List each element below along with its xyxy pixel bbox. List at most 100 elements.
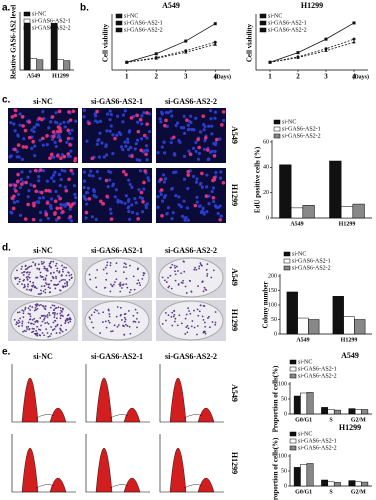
bar — [343, 316, 355, 335]
y-tick-label: 50 — [271, 317, 277, 323]
nucleus — [38, 210, 43, 215]
y-tick-label: 0 — [284, 411, 287, 417]
edu-cell — [64, 189, 69, 193]
legend-label: si-NC — [292, 251, 306, 257]
plate — [158, 300, 224, 341]
y-axis-label: Colony number — [262, 282, 270, 329]
colony — [53, 316, 56, 319]
legend-swatch — [289, 445, 297, 451]
colony — [182, 279, 185, 282]
colony — [185, 326, 188, 328]
legend-label: si-GAS6-AS2-2 — [268, 27, 307, 33]
colony — [119, 290, 122, 293]
colony — [175, 265, 178, 268]
colony — [113, 324, 116, 327]
colony — [56, 283, 59, 286]
edu-cell — [160, 213, 164, 218]
colony — [16, 276, 19, 279]
colony — [22, 316, 25, 318]
legend-label: si-NC — [268, 13, 282, 19]
nucleus — [108, 109, 112, 113]
nucleus — [162, 195, 167, 199]
y-tick-label: 0 — [284, 483, 287, 489]
nucleus — [111, 182, 116, 186]
edu-cell — [34, 189, 39, 194]
colony — [68, 274, 71, 277]
y-tick-label: 60 — [263, 139, 269, 145]
bar — [333, 409, 341, 415]
colony — [40, 289, 42, 292]
colony — [30, 265, 33, 268]
bar — [57, 59, 64, 71]
colony — [54, 319, 57, 322]
edu-cell — [51, 130, 56, 134]
g2-peak — [197, 477, 215, 493]
nucleus — [91, 174, 95, 178]
colony — [138, 321, 140, 324]
bar — [300, 392, 308, 415]
nucleus — [174, 123, 178, 128]
colony — [44, 305, 47, 308]
colony — [57, 306, 60, 309]
nucleus — [22, 137, 26, 141]
colony — [116, 306, 119, 308]
colony — [211, 321, 214, 323]
point — [154, 52, 158, 56]
colony — [59, 307, 62, 309]
colony — [193, 268, 196, 271]
colony — [124, 318, 127, 321]
nucleus — [138, 158, 142, 163]
colony — [27, 325, 30, 328]
colony — [62, 315, 64, 318]
colony — [44, 282, 47, 284]
colony — [168, 285, 171, 288]
colony — [105, 272, 108, 275]
chart-title: H1299 — [301, 1, 323, 10]
colony — [120, 287, 123, 289]
edu-cell — [37, 116, 42, 121]
edu-cell — [95, 109, 99, 114]
colony — [115, 315, 118, 318]
edu-cell — [53, 212, 57, 216]
colony — [105, 278, 108, 281]
colony — [128, 325, 131, 328]
x-tick-label: G0/G1 — [295, 489, 312, 495]
colony — [208, 315, 210, 318]
colony — [63, 266, 66, 269]
colony — [132, 314, 135, 317]
nucleus — [163, 177, 168, 181]
colony — [61, 311, 63, 313]
nucleus — [174, 170, 178, 174]
colony — [46, 269, 49, 272]
colony — [43, 265, 46, 268]
colony — [55, 277, 58, 280]
colony — [116, 325, 119, 328]
nucleus — [136, 120, 140, 124]
edu-cell — [68, 118, 73, 122]
nucleus — [87, 173, 92, 177]
colony — [70, 273, 73, 276]
edu-cell — [58, 138, 63, 143]
colony — [22, 312, 25, 315]
point — [352, 37, 356, 41]
legend-label: si-GAS6-AS2-1 — [298, 438, 337, 444]
nucleus — [218, 204, 222, 208]
nucleus — [208, 108, 213, 113]
colony — [169, 274, 172, 277]
edu-cell — [121, 169, 126, 174]
row-label: A549 — [230, 268, 239, 286]
edu-cell — [105, 194, 109, 199]
colony — [64, 322, 67, 325]
nucleus — [53, 140, 57, 145]
colony — [171, 263, 174, 266]
nucleus — [53, 170, 57, 174]
edu-cell — [218, 217, 223, 222]
nucleus — [32, 125, 36, 130]
y-tick-label: 0 — [274, 331, 277, 337]
colony — [197, 314, 200, 317]
colony — [107, 308, 110, 311]
colony — [42, 278, 45, 281]
colony — [161, 322, 164, 325]
colony — [88, 273, 91, 276]
colony — [122, 266, 125, 268]
